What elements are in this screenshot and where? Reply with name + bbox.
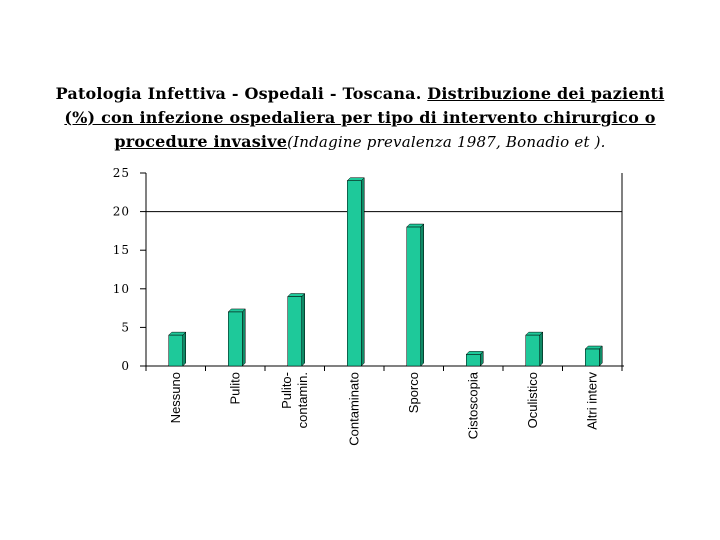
title-line-3: procedure invasive bbox=[114, 132, 288, 151]
category-label-line: Sporco bbox=[406, 372, 421, 413]
bar bbox=[525, 331, 544, 367]
bar bbox=[584, 345, 603, 367]
title-line-2: (%) con infezione ospedaliera per tipo d… bbox=[64, 108, 656, 127]
y-tick-label: 0 bbox=[121, 359, 130, 373]
y-tick-label: 10 bbox=[113, 282, 130, 296]
y-tick-label: 20 bbox=[113, 205, 130, 219]
bar-side bbox=[301, 292, 305, 367]
chart-axes bbox=[140, 172, 624, 371]
chart-bars bbox=[168, 177, 603, 367]
bar-top bbox=[346, 177, 365, 181]
bar-top bbox=[465, 351, 484, 355]
category-label-line: Oculistico bbox=[525, 372, 540, 428]
y-tick-label: 15 bbox=[113, 243, 130, 257]
bar bbox=[287, 292, 306, 367]
category-label-line: Contaminato bbox=[346, 372, 361, 446]
category-label: Altri interv bbox=[584, 372, 599, 430]
category-label-line: Nessuno bbox=[168, 372, 183, 423]
bar-side bbox=[420, 223, 424, 367]
bar bbox=[168, 331, 187, 367]
title-citation: (Indagine prevalenza 1987, Bonadio et ). bbox=[287, 133, 606, 151]
bar bbox=[465, 350, 484, 367]
category-label: Cistoscopia bbox=[465, 371, 480, 439]
title-line-1: Patologia Infettiva - Ospedali - Toscana… bbox=[20, 82, 700, 106]
bar-front bbox=[168, 334, 183, 367]
category-label: Sporco bbox=[406, 372, 421, 413]
category-label: Pulito bbox=[227, 372, 242, 405]
bar bbox=[227, 308, 246, 367]
bar bbox=[346, 177, 365, 367]
bar-front bbox=[585, 348, 600, 367]
category-label-line: Altri interv bbox=[584, 372, 599, 430]
bar-front bbox=[406, 226, 421, 367]
bar-side bbox=[599, 345, 603, 367]
chart-title: Patologia Infettiva - Ospedali - Toscana… bbox=[20, 82, 700, 154]
category-label-line: Pulito bbox=[227, 372, 242, 405]
title-part1: Patologia Infettiva - Ospedali - Toscana… bbox=[55, 84, 428, 103]
bar-side bbox=[539, 331, 543, 367]
bar-front bbox=[525, 334, 540, 367]
bar bbox=[406, 223, 425, 367]
y-tick-label: 5 bbox=[121, 320, 130, 334]
bar-front bbox=[287, 296, 302, 367]
bar-side bbox=[361, 177, 365, 367]
bar-side bbox=[242, 308, 246, 367]
bar-top bbox=[406, 223, 425, 228]
bar-front bbox=[347, 180, 362, 367]
bar-top bbox=[584, 345, 603, 350]
bar-top bbox=[227, 308, 246, 313]
title-underlined-1: Distribuzione dei pazienti bbox=[427, 84, 665, 103]
category-label: Pulito-contamin. bbox=[279, 372, 310, 428]
bar-front bbox=[228, 311, 243, 367]
bar-side bbox=[182, 331, 186, 367]
category-label-line: Cistoscopia bbox=[465, 371, 480, 439]
category-label: Oculistico bbox=[525, 372, 540, 428]
bar-top bbox=[287, 293, 306, 297]
category-label-line: Pulito- bbox=[279, 372, 294, 409]
category-label: Nessuno bbox=[168, 372, 183, 423]
category-label-line: contamin. bbox=[295, 372, 310, 428]
y-tick-label: 25 bbox=[113, 166, 130, 180]
category-label: Contaminato bbox=[346, 372, 361, 446]
x-category-labels: Nessuno Pulito Pulito-contamin. Contaminato… bbox=[168, 371, 600, 445]
bar-front bbox=[466, 354, 481, 367]
bar-top bbox=[525, 331, 544, 336]
bar-top bbox=[168, 331, 187, 336]
y-tick-labels: 0 5 10 15 20 25 bbox=[113, 166, 130, 373]
